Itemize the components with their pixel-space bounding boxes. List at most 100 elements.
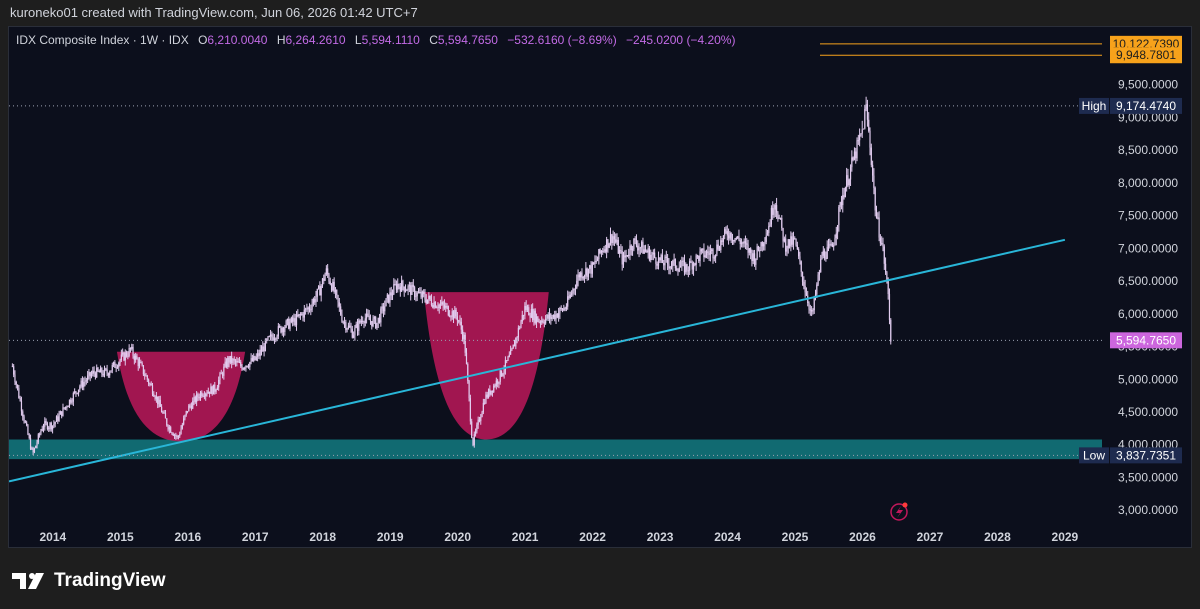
candle-body (678, 267, 680, 272)
candle-body (285, 320, 287, 328)
candle-body (177, 436, 180, 438)
candle-body (847, 175, 849, 186)
candle-body (410, 285, 412, 295)
candle-body (633, 238, 635, 250)
candle-body (569, 294, 571, 298)
candle-body (316, 288, 318, 297)
candle-body (668, 263, 670, 269)
candle-body (879, 237, 881, 244)
candle-body (41, 428, 43, 431)
tradingview-logo[interactable]: TradingView (12, 570, 166, 592)
candle-body (522, 314, 525, 316)
candle-body (873, 175, 875, 188)
candle-body (424, 294, 426, 300)
tradingview-logo-text: TradingView (54, 570, 166, 591)
support-zone (9, 439, 1102, 460)
candle-body (655, 257, 657, 264)
candle-body (105, 368, 107, 370)
candle-body (733, 240, 735, 242)
candle-body (849, 167, 852, 180)
candle-body (682, 260, 684, 262)
candle-body (694, 263, 696, 265)
candle-body (637, 245, 639, 251)
candle-body (273, 338, 276, 341)
candle-body (855, 151, 857, 159)
candle-body (795, 238, 797, 246)
candle-body (589, 265, 591, 269)
candle-body (188, 405, 190, 412)
candle-body (669, 266, 671, 269)
candle-body (477, 419, 479, 425)
candle-body (388, 294, 390, 303)
candle-body (439, 304, 442, 306)
candle-body (753, 253, 756, 265)
last-price-value: 5,594.7650 (1116, 333, 1176, 347)
high-value-bg (1110, 97, 1182, 114)
candle-body (838, 206, 840, 226)
candle-body (170, 427, 172, 433)
candle-body (216, 387, 218, 390)
candle-body (474, 431, 477, 435)
candle-body (281, 328, 283, 333)
candle-body (426, 299, 429, 304)
legend-close-label: C (429, 33, 438, 47)
candle-body (799, 256, 801, 262)
candle-body (665, 256, 667, 259)
candle-body (648, 248, 651, 261)
candle-body (51, 425, 54, 430)
candle-body (385, 298, 387, 307)
candle-body (407, 286, 409, 291)
candle-body (778, 217, 780, 219)
candle-body (107, 373, 109, 376)
candle-body (702, 248, 704, 250)
candle-body (591, 262, 593, 274)
candle-body (683, 260, 686, 273)
candle-body (595, 260, 597, 262)
candle-body (259, 349, 261, 356)
candle-body (449, 315, 451, 317)
candle-body (818, 272, 821, 275)
candle-body (298, 314, 300, 317)
candle-body (882, 243, 884, 247)
candle-body (349, 325, 351, 328)
candle-body (692, 263, 695, 270)
candle-body (717, 244, 719, 250)
candle-body (55, 416, 58, 422)
candle-body (61, 411, 63, 416)
candle-body (437, 307, 439, 309)
y-tick-label: 6,000.0000 (1118, 307, 1178, 321)
candle-body (391, 294, 394, 296)
candle-body (124, 352, 126, 361)
candle-body (487, 389, 490, 398)
legend-symbol[interactable]: IDX Composite Index · 1W · IDX (16, 33, 189, 47)
candle-body (870, 147, 872, 165)
candle-body (796, 245, 798, 250)
candle-body (221, 373, 224, 376)
candle-body (384, 306, 386, 312)
candle-body (75, 391, 77, 393)
candle-body (740, 242, 743, 245)
candle-body (236, 361, 238, 363)
candle-body (822, 250, 824, 256)
candle-body (568, 296, 570, 298)
candle-body (596, 259, 599, 262)
candle-body (133, 355, 135, 361)
candle-body (639, 247, 641, 249)
candle-body (94, 373, 97, 378)
chart-frame[interactable] (8, 26, 1192, 548)
x-tick-label: 2028 (984, 530, 1011, 544)
candle-body (378, 317, 381, 323)
candle-body (62, 407, 64, 416)
candle-body (872, 164, 874, 176)
candle-body (774, 205, 776, 210)
candle-body (759, 250, 761, 252)
candle-body (607, 239, 609, 248)
candle-body (380, 308, 382, 323)
candle-body (401, 280, 403, 292)
candle-body (888, 294, 891, 320)
high-value: 9,174.4740 (1116, 99, 1176, 113)
y-tick-label: 6,500.0000 (1118, 274, 1178, 288)
candle-body (93, 370, 95, 374)
candle-body (783, 238, 785, 242)
